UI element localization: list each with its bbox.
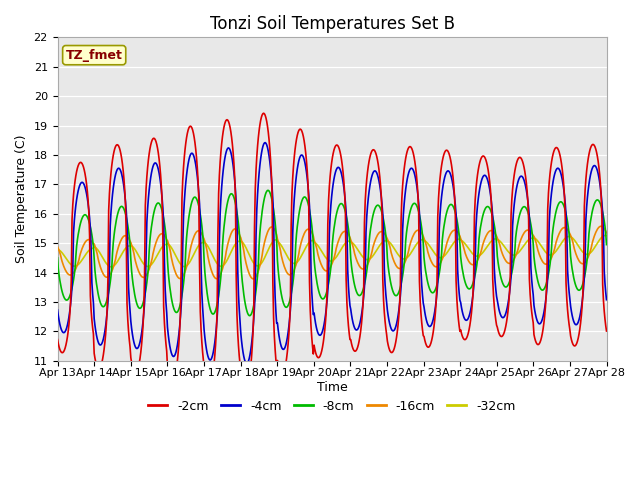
Y-axis label: Soil Temperature (C): Soil Temperature (C) (15, 135, 28, 264)
Title: Tonzi Soil Temperatures Set B: Tonzi Soil Temperatures Set B (209, 15, 454, 33)
X-axis label: Time: Time (317, 381, 348, 394)
Text: TZ_fmet: TZ_fmet (66, 48, 123, 61)
Legend: -2cm, -4cm, -8cm, -16cm, -32cm: -2cm, -4cm, -8cm, -16cm, -32cm (143, 395, 520, 418)
